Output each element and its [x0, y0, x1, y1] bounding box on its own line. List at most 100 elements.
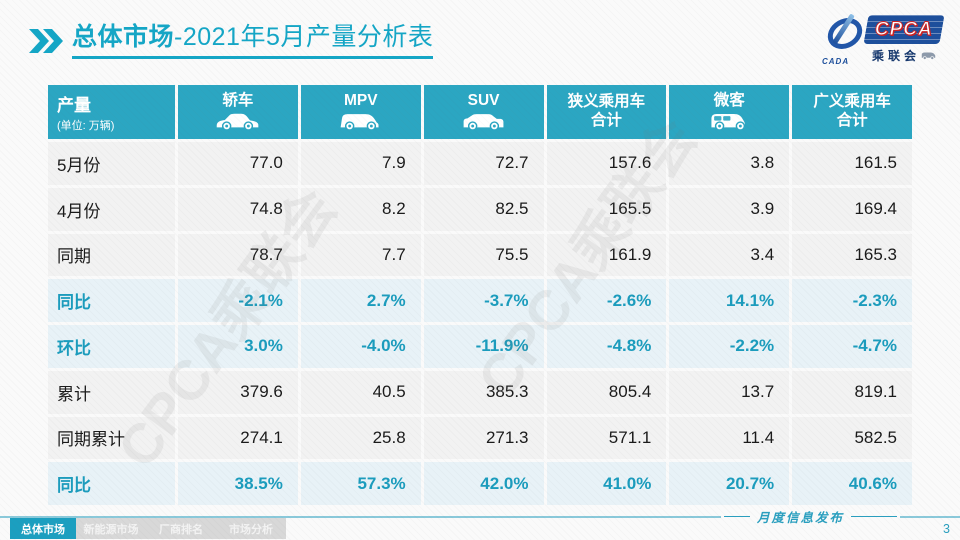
table-cell: 385.3 [423, 370, 544, 414]
table-cell: 161.5 [792, 142, 912, 185]
table-cell: 78.7 [178, 233, 298, 277]
table-measure-label: 产量 [57, 96, 91, 115]
cpca-emblem-icon: CADA [820, 11, 868, 67]
footer-tab[interactable]: 新能源市场 [83, 523, 139, 536]
table-cell: 13.7 [669, 370, 790, 414]
table-header-cell: 微客 [669, 85, 790, 139]
double-chevron-icon [29, 29, 63, 53]
table-cell: 379.6 [178, 370, 298, 414]
table-cell: 819.1 [792, 370, 912, 414]
table-cell: 2.7% [300, 279, 421, 322]
table-cell: -4.0% [300, 325, 421, 368]
column-label: 合计 [836, 112, 868, 129]
column-label: 轿车 [222, 92, 254, 110]
suv-icon [460, 112, 507, 132]
table-cell: 161.9 [546, 233, 667, 277]
table-cell: 3.4 [669, 233, 790, 277]
table-cell: 271.3 [423, 416, 544, 460]
table-cell: 25.8 [300, 416, 421, 460]
cpca-label: CPCA [875, 18, 934, 40]
table-cell: -2.1% [178, 279, 298, 322]
table-cell: 3.0% [178, 325, 298, 368]
table-unit-label: (单位: 万辆) [57, 120, 115, 132]
table-cell: 582.5 [792, 416, 912, 460]
table-cell: 82.5 [423, 187, 544, 231]
table-header-cell: SUV [423, 85, 544, 139]
table-cell: 805.4 [546, 370, 667, 414]
footer-tab[interactable]: 总体市场 [10, 518, 76, 539]
table-cell: 40.5 [300, 370, 421, 414]
page-title: 总体市场-2021年5月产量分析表 [72, 22, 434, 59]
table-header-origin: 产量 (单位: 万辆) [48, 85, 175, 139]
table-header-cell: 狭义乘用车 合计 [546, 85, 667, 139]
row-label: 同期累计 [48, 416, 175, 460]
cpca-logo: CADA CPCA 乘联会 [820, 11, 946, 67]
table-cell: 7.9 [300, 142, 421, 185]
table-cell: 571.1 [546, 416, 667, 460]
column-label: 广义乘用车 [813, 93, 891, 111]
footer-tabs: 总体市场 新能源市场 厂商排名 市场分析 [10, 518, 286, 539]
table-cell: -3.7% [423, 279, 544, 322]
table-cell: 20.7% [669, 462, 790, 505]
table-cell: 41.0% [546, 462, 667, 505]
table-cell: 75.5 [423, 233, 544, 277]
footer-tabs-inactive-group: 新能源市场 厂商排名 市场分析 [76, 518, 286, 539]
footer-tab[interactable]: 市场分析 [229, 523, 273, 536]
table-cell: 169.4 [792, 187, 912, 231]
column-label: MPV [343, 92, 378, 110]
table-cell: 165.3 [792, 233, 912, 277]
footer-tab[interactable]: 厂商排名 [159, 523, 203, 536]
footer-divider [0, 516, 960, 518]
table-cell: 74.8 [178, 187, 298, 231]
column-label: 狭义乘用车 [567, 93, 646, 111]
table-cell: 8.2 [300, 187, 421, 231]
table-cell: -4.8% [546, 325, 667, 368]
table-cell: 42.0% [423, 462, 544, 505]
row-label: 同比 [48, 462, 175, 505]
table-cell: 165.5 [546, 187, 667, 231]
page-title-rest: -2021年5月产量分析表 [174, 23, 434, 51]
table-cell: 77.0 [178, 142, 298, 185]
table-cell: 40.6% [792, 462, 912, 505]
table-cell: 38.5% [178, 462, 298, 505]
sedan-icon [214, 112, 261, 132]
cpca-badge: CPCA [863, 15, 945, 44]
row-label: 4月份 [48, 187, 175, 231]
table-cell: 14.1% [669, 279, 790, 322]
table-cell: 72.7 [423, 142, 544, 185]
row-label: 环比 [48, 325, 175, 368]
table-cell: 274.1 [178, 416, 298, 460]
title-bar: 总体市场-2021年5月产量分析表 [28, 22, 434, 59]
cpca-subtitle-text: 乘联会 [871, 49, 920, 63]
table-cell: -11.9% [423, 325, 544, 368]
table-cell: 11.4 [669, 416, 790, 460]
microvan-icon [706, 112, 753, 132]
table-cell: 3.8 [669, 142, 790, 185]
cada-label: CADA [822, 57, 850, 66]
table-cell: -2.3% [792, 279, 912, 322]
page-title-section: 总体市场 [72, 23, 175, 51]
page-number: 3 [943, 522, 950, 536]
table-cell: 3.9 [669, 187, 790, 231]
production-table: 产量 (单位: 万辆) 轿车 MPV SUV 狭义乘用车 合计 微客 广义乘用车 合计 5月份 7… [48, 85, 912, 505]
table-cell: -2.6% [546, 279, 667, 322]
table-cell: 7.7 [300, 233, 421, 277]
column-label: 合计 [590, 112, 622, 129]
table-cell: 157.6 [546, 142, 667, 185]
row-label: 累计 [48, 370, 175, 414]
table-cell: 57.3% [300, 462, 421, 505]
row-label: 5月份 [48, 142, 175, 185]
column-label: SUV [467, 92, 500, 110]
table-cell: -4.7% [792, 325, 912, 368]
table-header-cell: 广义乘用车 合计 [792, 85, 912, 139]
column-label: 微客 [713, 92, 745, 110]
row-label: 同比 [48, 279, 175, 322]
release-label: 月度信息发布 [720, 507, 900, 525]
row-label: 同期 [48, 233, 175, 277]
table-header-cell: MPV [300, 85, 421, 139]
table-header-cell: 轿车 [178, 85, 298, 139]
mpv-icon [337, 112, 384, 132]
table-cell: -2.2% [669, 325, 790, 368]
cpca-subtitle: 乘联会 [872, 47, 936, 64]
